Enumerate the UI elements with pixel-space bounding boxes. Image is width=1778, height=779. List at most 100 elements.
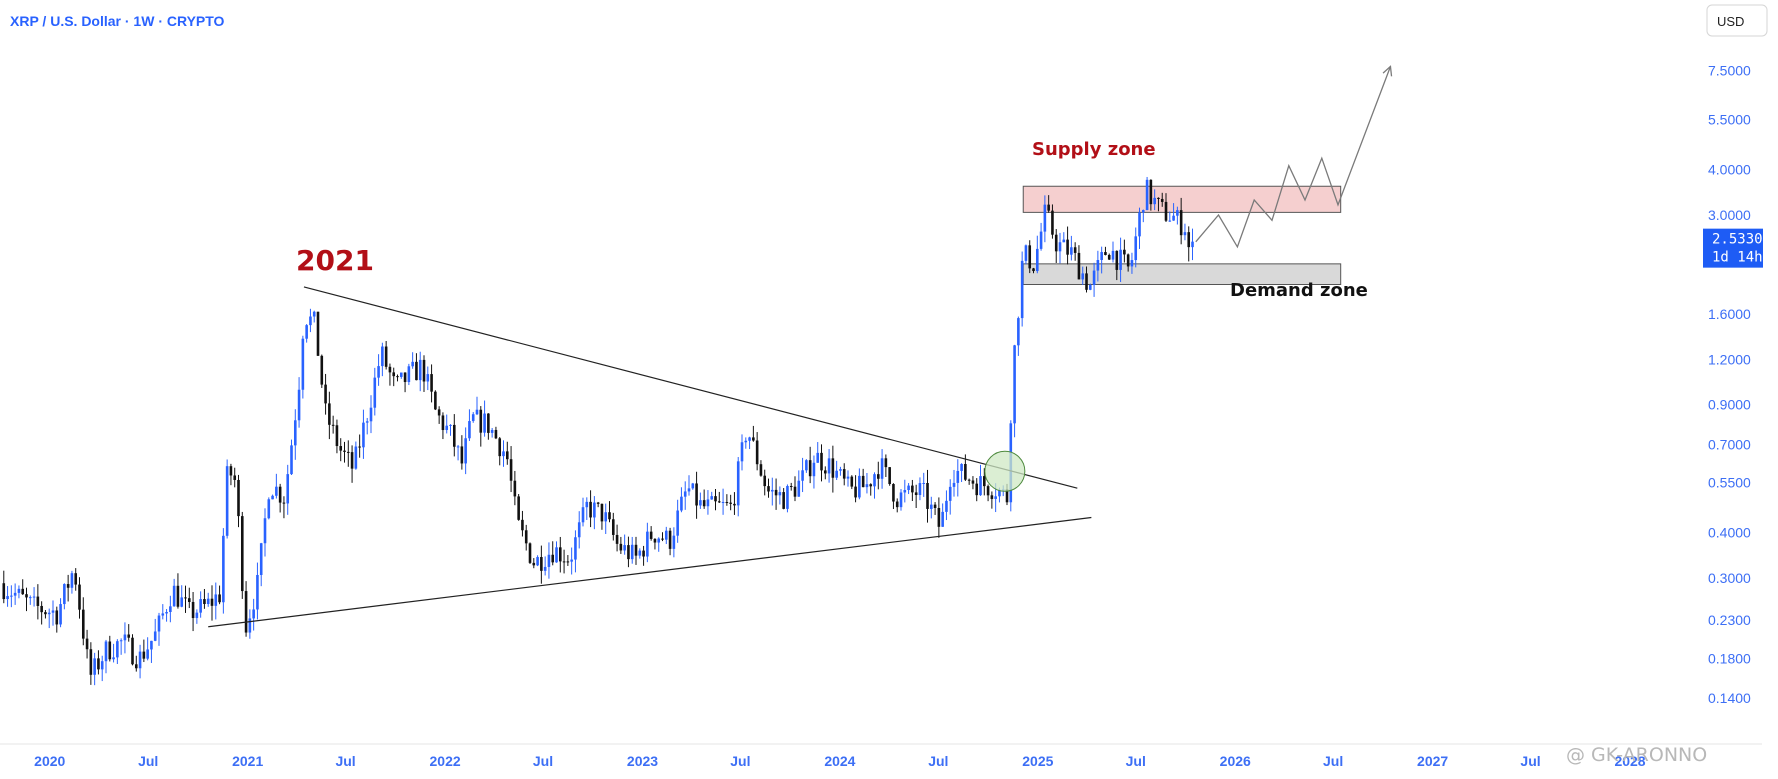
candle-body-192 xyxy=(729,502,732,504)
candle-body-243 xyxy=(922,482,926,484)
candle-body-127 xyxy=(483,413,486,433)
candle-body-49 xyxy=(187,598,191,602)
x-tick-label-6: 2023 xyxy=(627,753,658,769)
candle-body-149 xyxy=(566,561,570,563)
candle-body-90 xyxy=(343,450,346,452)
candle-body-211 xyxy=(801,470,804,481)
candle-body-155 xyxy=(589,501,592,518)
y-axis[interactable]: 7.5000 5.5000 4.0000 3.0000 1.6000 1.2000 0.90… xyxy=(1708,63,1751,706)
candle-body-163 xyxy=(619,543,623,551)
candle-body-227 xyxy=(861,475,865,488)
candle-body-293 xyxy=(1111,250,1115,260)
candle-body-113 xyxy=(430,374,433,392)
candle-body-107 xyxy=(407,366,411,383)
candle-body-8 xyxy=(32,596,36,598)
y-tick-label-2: 4.0000 xyxy=(1708,162,1751,178)
candle-body-167 xyxy=(634,544,638,556)
candle-body-235 xyxy=(892,484,895,502)
supply-zone-label: Supply zone xyxy=(1032,139,1156,160)
x-tick-label-8: 2024 xyxy=(824,753,855,769)
candle-body-80 xyxy=(305,325,308,339)
trendlines-layer xyxy=(208,65,1393,628)
candle-body-254 xyxy=(964,463,967,480)
candle-body-40 xyxy=(153,631,157,641)
candle-body-251 xyxy=(952,482,956,487)
candle-body-261 xyxy=(990,495,994,499)
candle-body-181 xyxy=(687,488,691,492)
candle-body-52 xyxy=(199,599,202,613)
candle-body-265 xyxy=(1005,489,1009,503)
candle-body-301 xyxy=(1141,210,1145,213)
candle-body-200 xyxy=(759,464,763,476)
candle-body-35 xyxy=(134,664,138,669)
candle-body-198 xyxy=(752,437,755,441)
candle-body-286 xyxy=(1085,273,1088,290)
candle-body-15 xyxy=(59,604,62,625)
candle-body-218 xyxy=(827,458,831,474)
candle-body-12 xyxy=(47,612,51,615)
candles-layer xyxy=(2,176,1194,686)
y-tick-label-5: 1.2000 xyxy=(1708,351,1751,367)
candle-body-242 xyxy=(918,483,922,496)
y-tick-label-13: 0.1400 xyxy=(1708,690,1751,706)
candle-body-160 xyxy=(608,512,611,520)
candle-body-43 xyxy=(165,611,168,614)
candle-body-76 xyxy=(290,445,293,475)
candle-body-300 xyxy=(1138,212,1141,237)
candle-body-148 xyxy=(562,561,566,563)
candle-body-77 xyxy=(293,420,297,446)
candle-body-21 xyxy=(81,609,85,639)
upper-trendline xyxy=(303,286,1078,489)
usd-button[interactable]: USD xyxy=(1706,4,1768,37)
candle-body-116 xyxy=(441,415,445,431)
candle-body-226 xyxy=(858,475,861,498)
candle-body-136 xyxy=(517,496,520,520)
candle-body-274 xyxy=(1039,231,1043,249)
candle-body-196 xyxy=(744,440,748,443)
x-tick-label-10: 2025 xyxy=(1022,753,1053,769)
candle-body-247 xyxy=(937,507,941,527)
candle-body-51 xyxy=(195,612,199,619)
y-tick-label-11: 0.2300 xyxy=(1708,612,1751,628)
candle-body-244 xyxy=(926,482,929,509)
candle-body-71 xyxy=(271,495,274,500)
candle-body-284 xyxy=(1077,252,1081,280)
candle-body-109 xyxy=(415,361,418,381)
candle-body-154 xyxy=(585,501,589,508)
candle-body-223 xyxy=(846,476,850,479)
candle-body-70 xyxy=(267,499,271,519)
candle-body-24 xyxy=(93,658,96,675)
candle-body-45 xyxy=(172,585,176,607)
candle-body-41 xyxy=(157,615,161,632)
candle-body-224 xyxy=(850,476,854,487)
candle-body-118 xyxy=(449,424,452,426)
candle-body-166 xyxy=(630,544,634,560)
candle-body-250 xyxy=(948,486,952,501)
candle-body-72 xyxy=(275,486,278,496)
candle-body-217 xyxy=(823,470,827,474)
candle-body-208 xyxy=(789,486,793,488)
candle-body-216 xyxy=(820,452,823,471)
candle-body-210 xyxy=(797,480,801,497)
candle-body-117 xyxy=(445,425,449,431)
candle-body-130 xyxy=(494,429,498,439)
symbol-title[interactable]: XRP / U.S. Dollar · 1W · CRYPTO xyxy=(10,13,225,29)
candle-body-16 xyxy=(63,584,66,605)
candle-body-229 xyxy=(869,484,873,487)
candle-body-56 xyxy=(214,594,218,606)
candle-body-60 xyxy=(229,466,233,476)
candle-body-202 xyxy=(767,486,770,492)
candle-body-85 xyxy=(324,384,327,404)
breakout-circle xyxy=(984,450,1026,492)
x-axis[interactable]: 2020 Jul 2021 Jul 2022 Jul 2023 Jul 2024 Jul 2025 J… xyxy=(34,753,1646,769)
candle-body-111 xyxy=(422,359,426,382)
candle-body-215 xyxy=(816,452,820,463)
usd-button-frame xyxy=(1706,4,1768,37)
y-tick-label-8: 0.5500 xyxy=(1708,474,1751,490)
candle-body-225 xyxy=(854,486,857,498)
candle-body-262 xyxy=(994,496,997,499)
candle-body-141 xyxy=(536,557,539,566)
y-tick-label-0: 7.5000 xyxy=(1708,63,1751,79)
